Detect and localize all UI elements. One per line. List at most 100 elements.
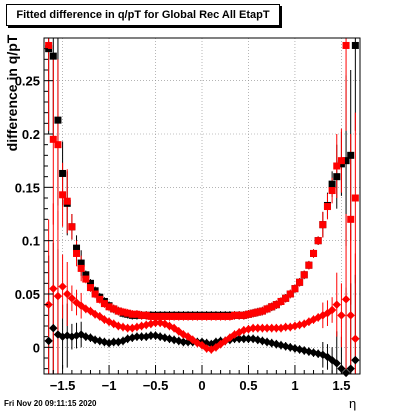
data-point-square [249, 309, 257, 317]
chart-title: Fitted difference in q/pT for Global Rec… [16, 9, 270, 21]
data-point-square [49, 135, 57, 143]
data-point-diamond [53, 291, 63, 301]
data-point-diamond [44, 336, 53, 346]
data-point-diamond [169, 323, 179, 333]
data-point-square [59, 169, 67, 177]
data-point-diamond [346, 311, 355, 320]
chart-title-box: Fitted difference in q/pT for Global Rec… [6, 4, 280, 26]
data-point-square [342, 157, 350, 165]
data-point-square [124, 309, 132, 317]
x-tick-label: 0 [198, 378, 205, 393]
data-point-diamond [267, 323, 276, 333]
data-point-diamond [341, 295, 351, 304]
data-point-square [119, 308, 127, 316]
data-point-diamond [67, 294, 77, 303]
data-point-square [86, 284, 94, 292]
data-point-square [263, 305, 271, 313]
data-point-diamond [132, 332, 142, 341]
data-point-diamond [146, 331, 156, 340]
data-point-square [333, 162, 341, 170]
y-tick-label: 0.15 [15, 180, 40, 195]
data-point-square [212, 312, 220, 320]
data-point-diamond [234, 334, 244, 343]
data-point-square [147, 312, 155, 320]
x-tick-label: −1.5 [50, 378, 76, 393]
y-tick-label: 0.05 [15, 287, 40, 302]
data-point-square [161, 312, 169, 320]
data-point-square [128, 310, 136, 318]
data-point-diamond [109, 319, 118, 329]
data-point-square [175, 312, 183, 320]
data-point-diamond [262, 323, 272, 333]
data-point-square [63, 197, 71, 205]
data-point-diamond [337, 311, 346, 320]
data-point-square [133, 310, 141, 318]
data-point-diamond [169, 335, 179, 345]
x-tick-label: −0.5 [143, 378, 169, 393]
data-point-square [351, 194, 359, 202]
data-point-square [333, 173, 341, 181]
data-point-square [286, 290, 294, 298]
x-tick-label: 1 [291, 378, 298, 393]
data-point-square [86, 279, 94, 287]
data-point-square [296, 278, 304, 286]
data-point-diamond [239, 334, 249, 343]
data-point-square [96, 295, 104, 303]
x-tick-label: 1.5 [332, 378, 350, 393]
data-point-diamond [179, 337, 188, 347]
data-point-square [152, 312, 160, 320]
data-point-square [198, 312, 206, 320]
data-point-diamond [341, 368, 351, 378]
data-point-diamond [174, 336, 183, 346]
data-point-square [77, 264, 85, 272]
data-point-diamond [137, 332, 146, 341]
data-point-square [91, 290, 99, 298]
data-point-square [272, 301, 280, 309]
data-point-diamond [332, 300, 341, 309]
data-point-square [291, 285, 299, 293]
y-tick-label: 0.1 [22, 234, 40, 249]
data-point-diamond [49, 284, 58, 293]
x-axis-label: η [349, 396, 357, 411]
data-point-square [207, 312, 215, 320]
data-point-square [351, 41, 359, 49]
tick-labels: −1.5 −1 −0.5 0 0.5 1 1.5 0 0.05 0.1 0.15 0.2 0.25 [15, 74, 351, 393]
data-point-diamond [258, 323, 267, 333]
data-point-square [189, 312, 197, 320]
data-point-square [100, 300, 108, 308]
data-point-square [184, 312, 192, 320]
data-point-diamond [58, 282, 67, 291]
data-point-diamond [151, 318, 160, 327]
data-point-square [342, 41, 350, 49]
data-point-square [310, 249, 318, 257]
data-point-diamond [225, 333, 235, 342]
data-point-square [347, 215, 355, 223]
data-point-diamond [244, 334, 253, 343]
data-point-square [240, 311, 248, 319]
data-point-square [226, 312, 234, 320]
data-point-diamond [248, 323, 258, 333]
data-point-square [282, 294, 290, 302]
data-point-diamond [44, 300, 53, 309]
data-point-square [73, 249, 81, 257]
data-point-square [82, 271, 90, 279]
y-tick-label: 0.2 [22, 127, 40, 142]
data-point-square [82, 275, 90, 283]
y-axis-label: difference in q/pT [4, 34, 20, 152]
x-tick-label: −1 [102, 378, 117, 393]
data-point-square [73, 244, 81, 252]
data-point-square [277, 297, 285, 305]
y-tick-label: 0.25 [15, 74, 40, 89]
data-point-square [54, 141, 62, 149]
y-tick-label: 0 [33, 340, 40, 355]
data-point-square [54, 116, 62, 124]
data-point-square [138, 311, 146, 319]
data-point-square [68, 223, 76, 231]
data-point-square [142, 311, 150, 319]
data-point-square [314, 237, 322, 245]
data-point-square [337, 157, 345, 165]
data-point-square [170, 312, 178, 320]
data-point-diamond [76, 330, 86, 339]
data-point-diamond [346, 364, 355, 373]
